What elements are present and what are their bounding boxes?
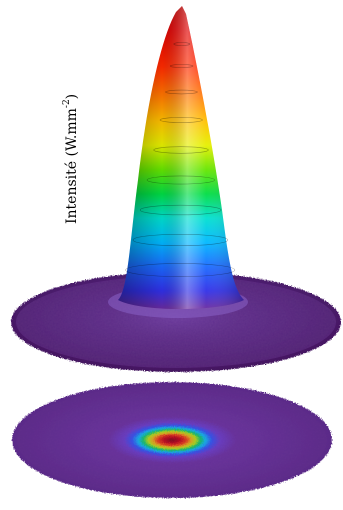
peak-contour-ring (146, 175, 215, 185)
peak-contour-ring (173, 42, 191, 46)
peak-contour-ring (169, 64, 194, 68)
peak-contour-lines (125, 42, 236, 277)
peak-contour-ring (139, 204, 222, 216)
peak-contour-ring (132, 234, 229, 246)
peak-contour-ring (153, 146, 209, 154)
intensity-peak-shading (118, 6, 244, 309)
surface-3d-view (11, 6, 341, 372)
projection-texture (17, 385, 327, 495)
surface-base-texture (16, 276, 336, 368)
z-axis-label-text: Intensité (W.mm (64, 108, 80, 224)
peak-contour-ring (125, 263, 236, 277)
z-axis-label-close: ) (64, 94, 80, 99)
projection-2d-view (12, 382, 332, 498)
z-axis-label: Intensité (W.mm-2) (62, 94, 80, 224)
svg-text:Intensité (W.mm-2): Intensité (W.mm-2) (62, 94, 80, 224)
peak-contour-ring (159, 117, 203, 123)
peak-contour-ring (165, 89, 198, 95)
z-axis-label-exponent: -2 (62, 99, 72, 108)
